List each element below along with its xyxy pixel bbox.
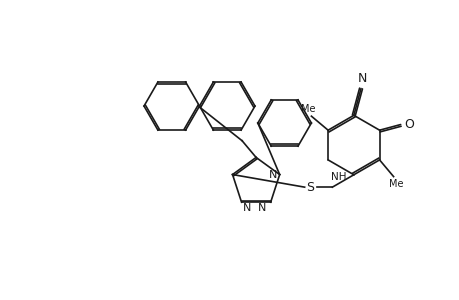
Text: Me: Me: [388, 178, 403, 189]
Text: N: N: [242, 203, 250, 213]
Text: Me: Me: [301, 104, 315, 114]
Text: N: N: [357, 72, 366, 85]
Text: N: N: [269, 169, 277, 179]
Text: S: S: [306, 181, 314, 194]
Text: O: O: [404, 118, 414, 131]
Text: NH: NH: [330, 172, 346, 182]
Text: N: N: [258, 203, 266, 213]
